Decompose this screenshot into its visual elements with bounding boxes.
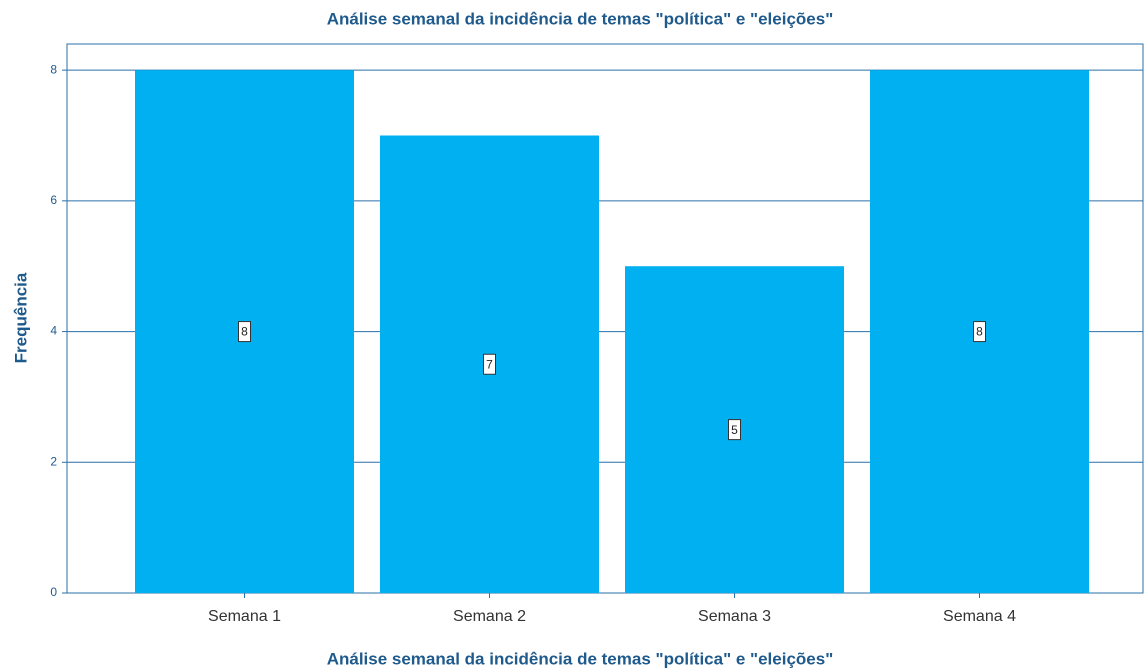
chart-title: Análise semanal da incidência de temas "…	[327, 9, 834, 28]
value-label-box	[973, 321, 986, 343]
value-label: 8	[976, 325, 983, 339]
x-tick-label: Semana 2	[453, 608, 526, 625]
value-label: 7	[486, 357, 493, 371]
value-label: 5	[731, 423, 738, 437]
y-tick-label: 6	[50, 193, 57, 207]
y-tick-label: 2	[50, 454, 57, 468]
y-axis-label: Frequência	[11, 272, 30, 363]
value-label-box	[483, 353, 496, 375]
value-label: 8	[241, 325, 248, 339]
value-label-box	[728, 419, 741, 441]
x-tick-label: Semana 1	[208, 608, 281, 625]
y-tick-label: 8	[50, 62, 57, 76]
value-label-box	[238, 321, 251, 343]
y-tick-label: 4	[50, 324, 57, 338]
x-tick-label: Semana 4	[943, 608, 1016, 625]
y-tick-label: 0	[50, 585, 57, 599]
x-axis-label: Análise semanal da incidência de temas "…	[327, 649, 834, 668]
x-tick-label: Semana 3	[698, 608, 771, 625]
